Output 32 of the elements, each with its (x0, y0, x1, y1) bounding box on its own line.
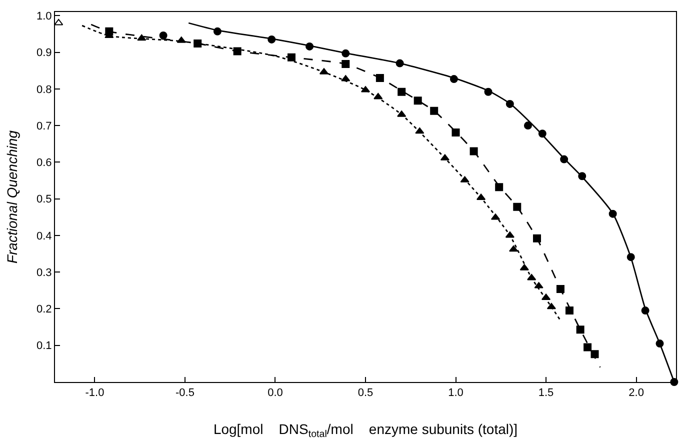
y-axis-title: Fractional Quenching (4, 130, 20, 264)
y-tick-label: 1.0 (36, 10, 52, 23)
x-tick-label: -0.5 (175, 387, 194, 400)
y-tick-label: 0.7 (36, 120, 52, 132)
y-tick-label: 0.2 (36, 304, 52, 316)
point (430, 106, 438, 115)
y-tick-label: 0.1 (36, 340, 52, 352)
x-tick-label: 1.5 (538, 387, 554, 400)
x-tick-label: 1.0 (448, 387, 464, 400)
point (584, 343, 592, 352)
point (414, 96, 422, 105)
y-tick-label: 0.8 (36, 84, 52, 96)
point (495, 183, 504, 192)
y-tick-label: 0.6 (36, 157, 52, 170)
point (524, 122, 532, 130)
point (452, 128, 460, 137)
y-tick-label: 0.4 (36, 230, 52, 242)
point (54, 18, 64, 26)
x-tick-label: 2.0 (628, 387, 644, 400)
x-axis-title: Log[mol DNS$_{total}$/mol enzyme subunits (total)] (213, 421, 518, 440)
point (159, 31, 168, 40)
x-tick-label: 0.0 (268, 387, 283, 400)
x-tick-label: 0.5 (358, 387, 374, 400)
y-tick-label: 0.9 (36, 47, 52, 60)
point (398, 88, 406, 96)
point (513, 202, 522, 211)
point (576, 326, 584, 334)
point (565, 306, 574, 315)
point (508, 245, 518, 252)
x-tick-label: -1.0 (85, 387, 104, 400)
y-tick-label: 0.3 (36, 266, 52, 279)
y-tick-label: 0.5 (36, 194, 52, 206)
